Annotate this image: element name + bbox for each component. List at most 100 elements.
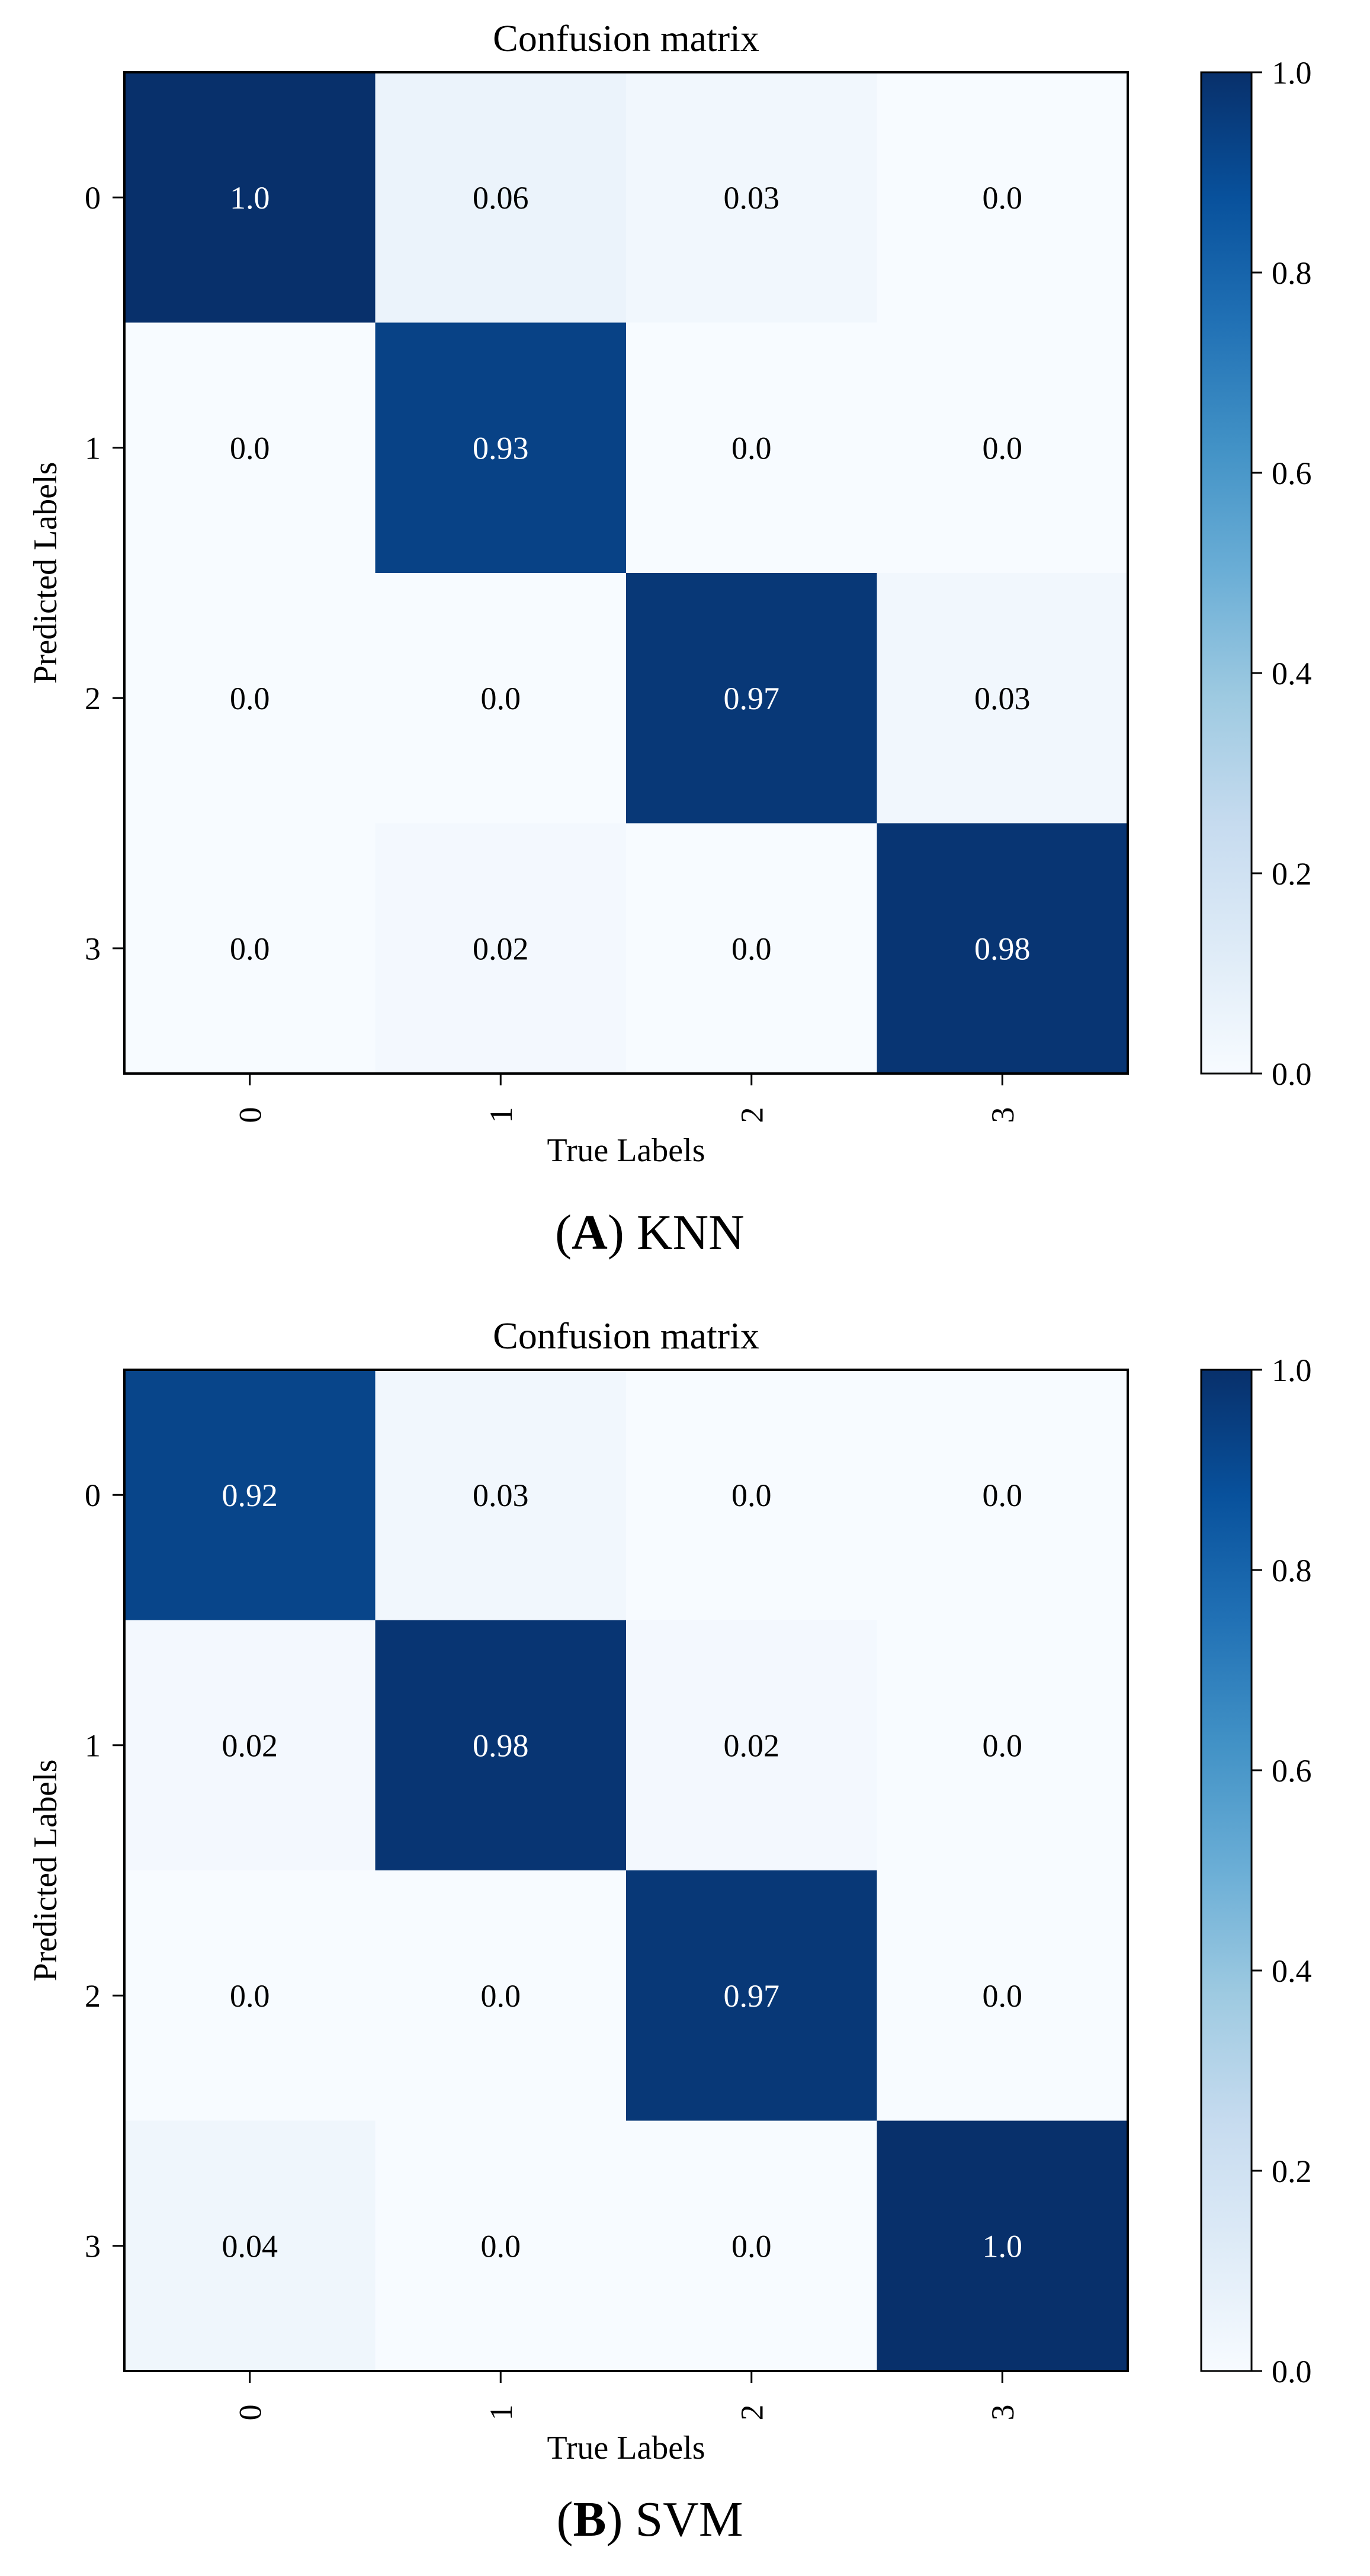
caption-paren-close: ) (606, 2492, 635, 2547)
cell-value-label: 0.0 (983, 1478, 1023, 1513)
cell-value-label: 0.0 (983, 1728, 1023, 1764)
colorbar-tick-label: 0.4 (1272, 656, 1312, 691)
matrix-frame (123, 71, 1129, 1075)
colorbar (1200, 1369, 1253, 2372)
y-tick-label: 2 (85, 681, 101, 716)
x-tick-label: 2 (734, 1107, 770, 1123)
cell-value-label: 0.0 (983, 431, 1023, 466)
heatmap-cell (375, 322, 627, 573)
cell-value-label: 0.0 (983, 180, 1023, 216)
colorbar (1200, 71, 1253, 1075)
y-tick-label: 1 (85, 431, 101, 466)
colorbar-tick-label: 0.0 (1272, 1056, 1312, 1092)
colorbar-tick-label: 0.8 (1272, 1553, 1312, 1588)
colorbar-tick-label: 0.4 (1272, 1953, 1312, 1989)
chart-title: Confusion matrix (493, 1315, 759, 1357)
cell-value-label: 0.98 (473, 1728, 529, 1764)
heatmap-cell (877, 823, 1128, 1074)
caption-letter: A (572, 1205, 608, 1260)
cell-value-label: 0.0 (481, 2229, 521, 2264)
y-tick-label: 0 (85, 180, 101, 216)
colorbar-tick-label: 1.0 (1272, 55, 1312, 91)
cell-value-label: 0.04 (222, 2229, 278, 2264)
caption-letter: B (573, 2492, 606, 2547)
cell-value-label: 0.98 (974, 931, 1031, 967)
cell-value-label: 0.0 (731, 2229, 772, 2264)
cell-value-label: 0.03 (974, 681, 1031, 716)
heatmap-cell (375, 1870, 627, 2122)
colorbar-tick-label: 0.6 (1272, 456, 1312, 491)
panel-caption: (A) KNN (555, 1205, 745, 1260)
colorbar-tick-label: 0.6 (1272, 1753, 1312, 1789)
heatmap-cell (877, 573, 1128, 824)
x-tick-label: 3 (985, 2405, 1021, 2421)
x-tick-label: 0 (233, 2405, 268, 2421)
heatmap-cell (375, 1620, 627, 1871)
cell-value-label: 0.03 (724, 180, 780, 216)
heatmap-cell (124, 1370, 376, 1621)
cell-value-label: 0.0 (230, 1978, 270, 2014)
colorbar-tick-label: 0.8 (1272, 255, 1312, 291)
cell-value-label: 0.0 (230, 681, 270, 716)
cell-value-label: 0.97 (724, 681, 780, 716)
heatmap-cell (124, 823, 376, 1074)
x-tick-label: 1 (483, 2405, 519, 2421)
y-axis-label: Predicted Labels (27, 1760, 64, 1982)
x-axis-label: True Labels (547, 1132, 705, 1169)
heatmap-cell (124, 2120, 376, 2372)
heatmap-cell (124, 1620, 376, 1871)
heatmap-cell (124, 573, 376, 824)
heatmap-cell (626, 1370, 878, 1621)
cell-value-label: 0.0 (481, 681, 521, 716)
chart-title: Confusion matrix (493, 17, 759, 59)
heatmap-cell (877, 72, 1128, 323)
cell-value-label: 0.02 (724, 1728, 780, 1764)
heatmap-cell (375, 823, 627, 1074)
heatmap-cell (124, 322, 376, 573)
cell-value-label: 0.97 (724, 1978, 780, 2014)
cell-value-label: 0.0 (230, 931, 270, 967)
heatmap-cell (626, 573, 878, 824)
heatmap-cell (626, 1620, 878, 1871)
cell-value-label: 1.0 (230, 180, 270, 216)
colorbar-tick-label: 0.2 (1272, 2154, 1312, 2189)
heatmap-cell (877, 322, 1128, 573)
caption-model: SVM (635, 2492, 743, 2547)
x-tick-label: 0 (233, 1107, 268, 1123)
matrix-frame (123, 1369, 1129, 2372)
heatmap-cell (124, 72, 376, 323)
y-tick-label: 2 (85, 1978, 101, 2014)
heatmap-cell (626, 823, 878, 1074)
heatmap-cell (626, 322, 878, 573)
cell-value-label: 0.0 (481, 1978, 521, 2014)
y-axis-label: Predicted Labels (27, 462, 64, 684)
cell-value-label: 0.0 (731, 931, 772, 967)
caption-model: KNN (637, 1205, 745, 1260)
cell-value-label: 0.0 (731, 1478, 772, 1513)
heatmap-cell (877, 1620, 1128, 1871)
cell-value-label: 0.93 (473, 431, 529, 466)
heatmap-cell (626, 1870, 878, 2122)
x-tick-label: 3 (985, 1107, 1021, 1123)
heatmap-cell (877, 1870, 1128, 2122)
colorbar-tick-label: 0.2 (1272, 856, 1312, 892)
heatmap-cell (626, 72, 878, 323)
heatmap-cell (124, 1870, 376, 2122)
caption-paren-open: ( (556, 2492, 573, 2547)
x-tick-label: 2 (734, 2405, 770, 2421)
y-tick-label: 0 (85, 1478, 101, 1513)
caption-paren-open: ( (555, 1205, 572, 1260)
heatmap-cell (877, 1370, 1128, 1621)
heatmap-cell (375, 1370, 627, 1621)
cell-value-label: 1.0 (983, 2229, 1023, 2264)
panel-caption: (B) SVM (556, 2492, 743, 2547)
colorbar-tick-label: 0.0 (1272, 2354, 1312, 2389)
y-tick-label: 3 (85, 931, 101, 967)
heatmap-cell (877, 2120, 1128, 2372)
caption-paren-close: ) (608, 1205, 637, 1260)
